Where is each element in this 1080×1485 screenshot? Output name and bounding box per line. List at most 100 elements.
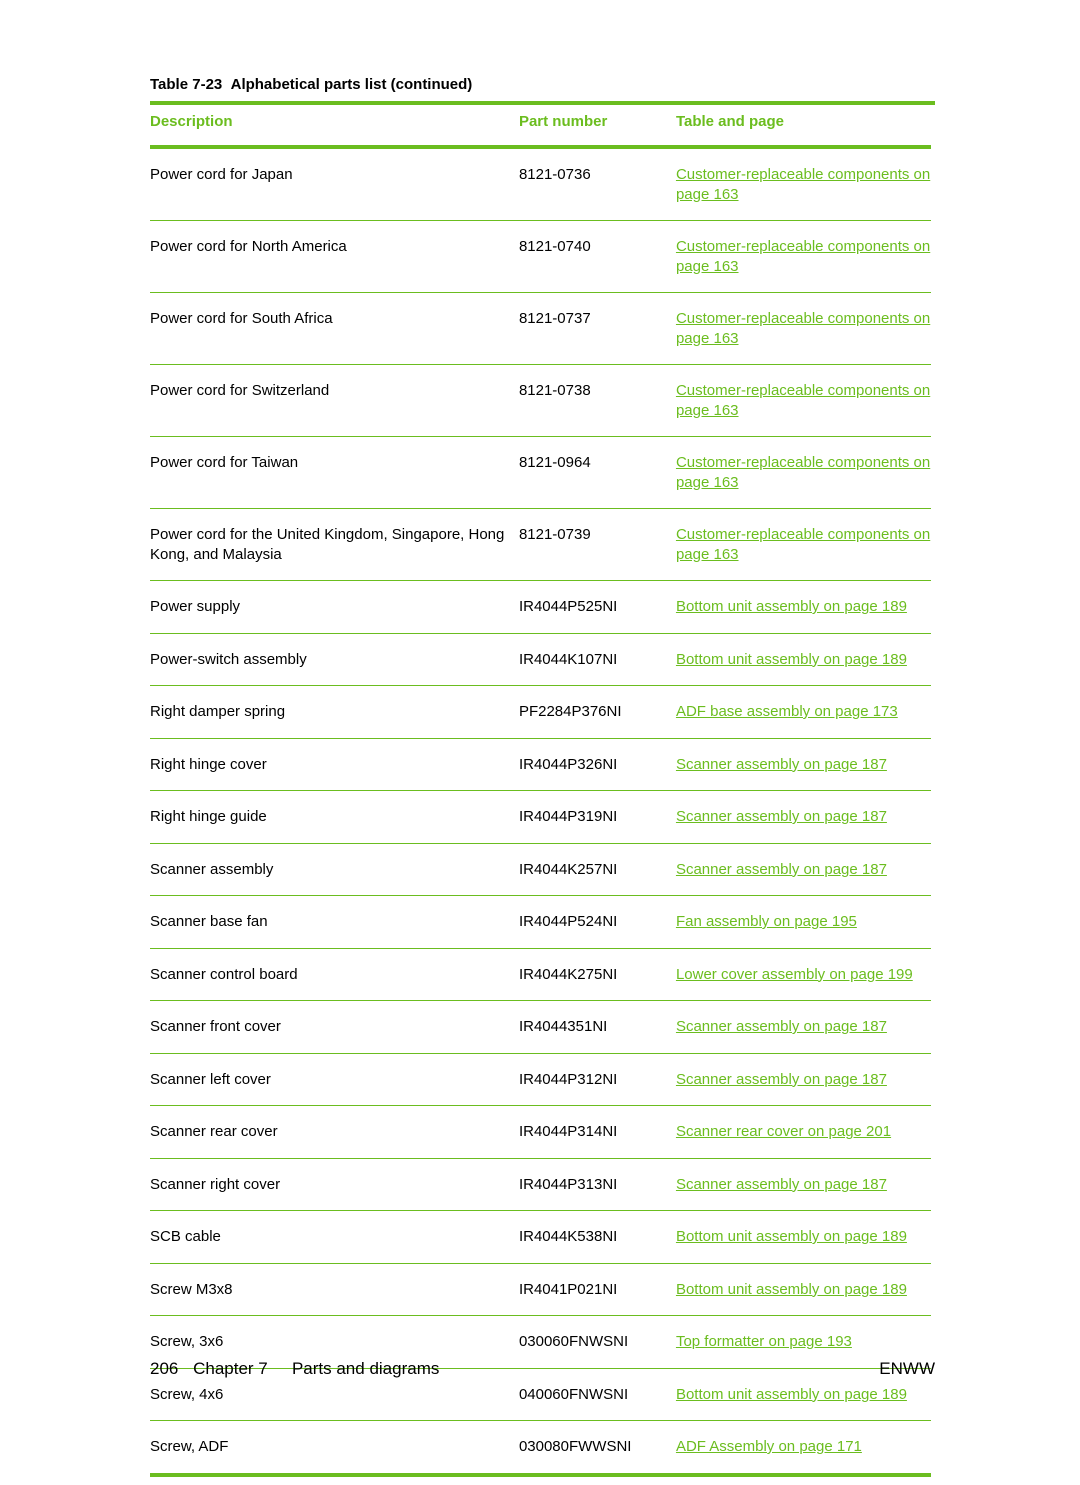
cell-part-number: IR4044K275NI [519,957,676,993]
table-row: Right hinge guideIR4044P319NIScanner ass… [150,799,935,835]
page-reference-link[interactable]: Scanner assembly on page 187 [676,1018,887,1035]
cell-description: Power cord for Taiwan [150,445,519,500]
cell-part-number: 8121-0738 [519,373,676,428]
cell-description: Scanner front cover [150,1009,519,1045]
cell-part-number: 030060FNWSNI [519,1324,676,1360]
cell-table-and-page: Bottom unit assembly on page 189 [676,1272,935,1308]
cell-description: Scanner rear cover [150,1114,519,1150]
cell-table-and-page: ADF Assembly on page 171 [676,1429,935,1465]
cell-description: Scanner control board [150,957,519,993]
cell-table-and-page: Customer-replaceable components on page … [676,517,935,572]
cell-table-and-page: Scanner assembly on page 187 [676,1167,935,1203]
page-reference-link[interactable]: Scanner assembly on page 187 [676,1071,887,1088]
cell-description: Power cord for the United Kingdom, Singa… [150,517,519,572]
page-reference-link[interactable]: Top formatter on page 193 [676,1333,852,1350]
table-number: Table 7-23 [150,76,222,93]
cell-description: Scanner assembly [150,852,519,888]
table-row: Right hinge coverIR4044P326NIScanner ass… [150,747,935,783]
page-reference-link[interactable]: Bottom unit assembly on page 189 [676,1386,907,1403]
table-row: Scanner right coverIR4044P313NIScanner a… [150,1167,935,1203]
page-reference-link[interactable]: Scanner assembly on page 187 [676,1176,887,1193]
cell-part-number: IR4044P314NI [519,1114,676,1150]
table-row: Power-switch assemblyIR4044K107NIBottom … [150,642,935,678]
table-caption: Table 7-23 Alphabetical parts list (cont… [150,76,935,93]
table-row: Screw, ADF030080FWWSNIADF Assembly on pa… [150,1429,935,1465]
cell-description: Screw M3x8 [150,1272,519,1308]
col-description: Description [150,105,519,137]
cell-description: Scanner right cover [150,1167,519,1203]
page-reference-link[interactable]: Customer-replaceable components on page … [676,526,930,563]
cell-description: Power supply [150,589,519,625]
cell-table-and-page: Scanner assembly on page 187 [676,1009,935,1045]
cell-description: Power cord for North America [150,229,519,284]
page-reference-link[interactable]: Customer-replaceable components on page … [676,310,930,347]
cell-table-and-page: Bottom unit assembly on page 189 [676,589,935,625]
cell-table-and-page: Bottom unit assembly on page 189 [676,1377,935,1413]
page-reference-link[interactable]: Scanner assembly on page 187 [676,808,887,825]
cell-table-and-page: ADF base assembly on page 173 [676,694,935,730]
parts-table: Description Part number Table and page P… [150,105,935,1485]
page-reference-link[interactable]: ADF Assembly on page 171 [676,1438,862,1455]
cell-part-number: IR4041P021NI [519,1272,676,1308]
cell-table-and-page: Customer-replaceable components on page … [676,229,935,284]
cell-description: Power-switch assembly [150,642,519,678]
table-row: Scanner base fanIR4044P524NIFan assembly… [150,904,935,940]
cell-part-number: PF2284P376NI [519,694,676,730]
cell-description: Right hinge cover [150,747,519,783]
cell-table-and-page: Lower cover assembly on page 199 [676,957,935,993]
footer-right: ENWW [879,1359,935,1379]
page-reference-link[interactable]: Customer-replaceable components on page … [676,382,930,419]
col-table-and-page: Table and page [676,105,935,137]
footer-left: 206 Chapter 7 Parts and diagrams [150,1359,439,1379]
cell-table-and-page: Scanner assembly on page 187 [676,747,935,783]
cell-description: SCB cable [150,1219,519,1255]
col-part-number: Part number [519,105,676,137]
table-row: Scanner front coverIR4044351NIScanner as… [150,1009,935,1045]
page-reference-link[interactable]: Customer-replaceable components on page … [676,238,930,275]
page-reference-link[interactable]: Bottom unit assembly on page 189 [676,1228,907,1245]
footer-chapter-label: Chapter 7 [193,1359,268,1378]
page-reference-link[interactable]: Customer-replaceable components on page … [676,166,930,203]
table-row: Power supplyIR4044P525NIBottom unit asse… [150,589,935,625]
cell-part-number: IR4044P524NI [519,904,676,940]
page-reference-link[interactable]: Bottom unit assembly on page 189 [676,598,907,615]
page-reference-link[interactable]: Customer-replaceable components on page … [676,454,930,491]
document-page: Table 7-23 Alphabetical parts list (cont… [0,0,1080,1437]
table-row: Screw, 3x6030060FNWSNITop formatter on p… [150,1324,935,1360]
cell-part-number: IR4044P326NI [519,747,676,783]
cell-part-number: 8121-0964 [519,445,676,500]
table-row: Power cord for Switzerland8121-0738Custo… [150,373,935,428]
page-reference-link[interactable]: Fan assembly on page 195 [676,913,857,930]
page-reference-link[interactable]: Scanner assembly on page 187 [676,756,887,773]
table-row: Right damper springPF2284P376NIADF base … [150,694,935,730]
cell-part-number: 8121-0736 [519,157,676,212]
cell-table-and-page: Customer-replaceable components on page … [676,157,935,212]
cell-part-number: 8121-0737 [519,301,676,356]
cell-table-and-page: Top formatter on page 193 [676,1324,935,1360]
cell-part-number: 8121-0740 [519,229,676,284]
page-reference-link[interactable]: Scanner assembly on page 187 [676,861,887,878]
page-reference-link[interactable]: Bottom unit assembly on page 189 [676,1281,907,1298]
cell-description: Screw, 4x6 [150,1377,519,1413]
cell-table-and-page: Scanner assembly on page 187 [676,799,935,835]
table-row: Power cord for North America8121-0740Cus… [150,229,935,284]
cell-description: Power cord for Switzerland [150,373,519,428]
cell-part-number: IR4044K107NI [519,642,676,678]
table-row: Power cord for Japan8121-0736Customer-re… [150,157,935,212]
page-reference-link[interactable]: ADF base assembly on page 173 [676,703,898,720]
table-row: Scanner rear coverIR4044P314NIScanner re… [150,1114,935,1150]
cell-table-and-page: Fan assembly on page 195 [676,904,935,940]
cell-description: Screw, 3x6 [150,1324,519,1360]
page-reference-link[interactable]: Bottom unit assembly on page 189 [676,651,907,668]
cell-table-and-page: Bottom unit assembly on page 189 [676,1219,935,1255]
cell-description: Power cord for Japan [150,157,519,212]
page-reference-link[interactable]: Lower cover assembly on page 199 [676,966,913,983]
page-reference-link[interactable]: Scanner rear cover on page 201 [676,1123,891,1140]
cell-description: Power cord for South Africa [150,301,519,356]
cell-table-and-page: Scanner rear cover on page 201 [676,1114,935,1150]
table-row: Screw, 4x6040060FNWSNIBottom unit assemb… [150,1377,935,1413]
cell-part-number: IR4044K538NI [519,1219,676,1255]
cell-description: Scanner base fan [150,904,519,940]
cell-part-number: IR4044K257NI [519,852,676,888]
cell-description: Right hinge guide [150,799,519,835]
